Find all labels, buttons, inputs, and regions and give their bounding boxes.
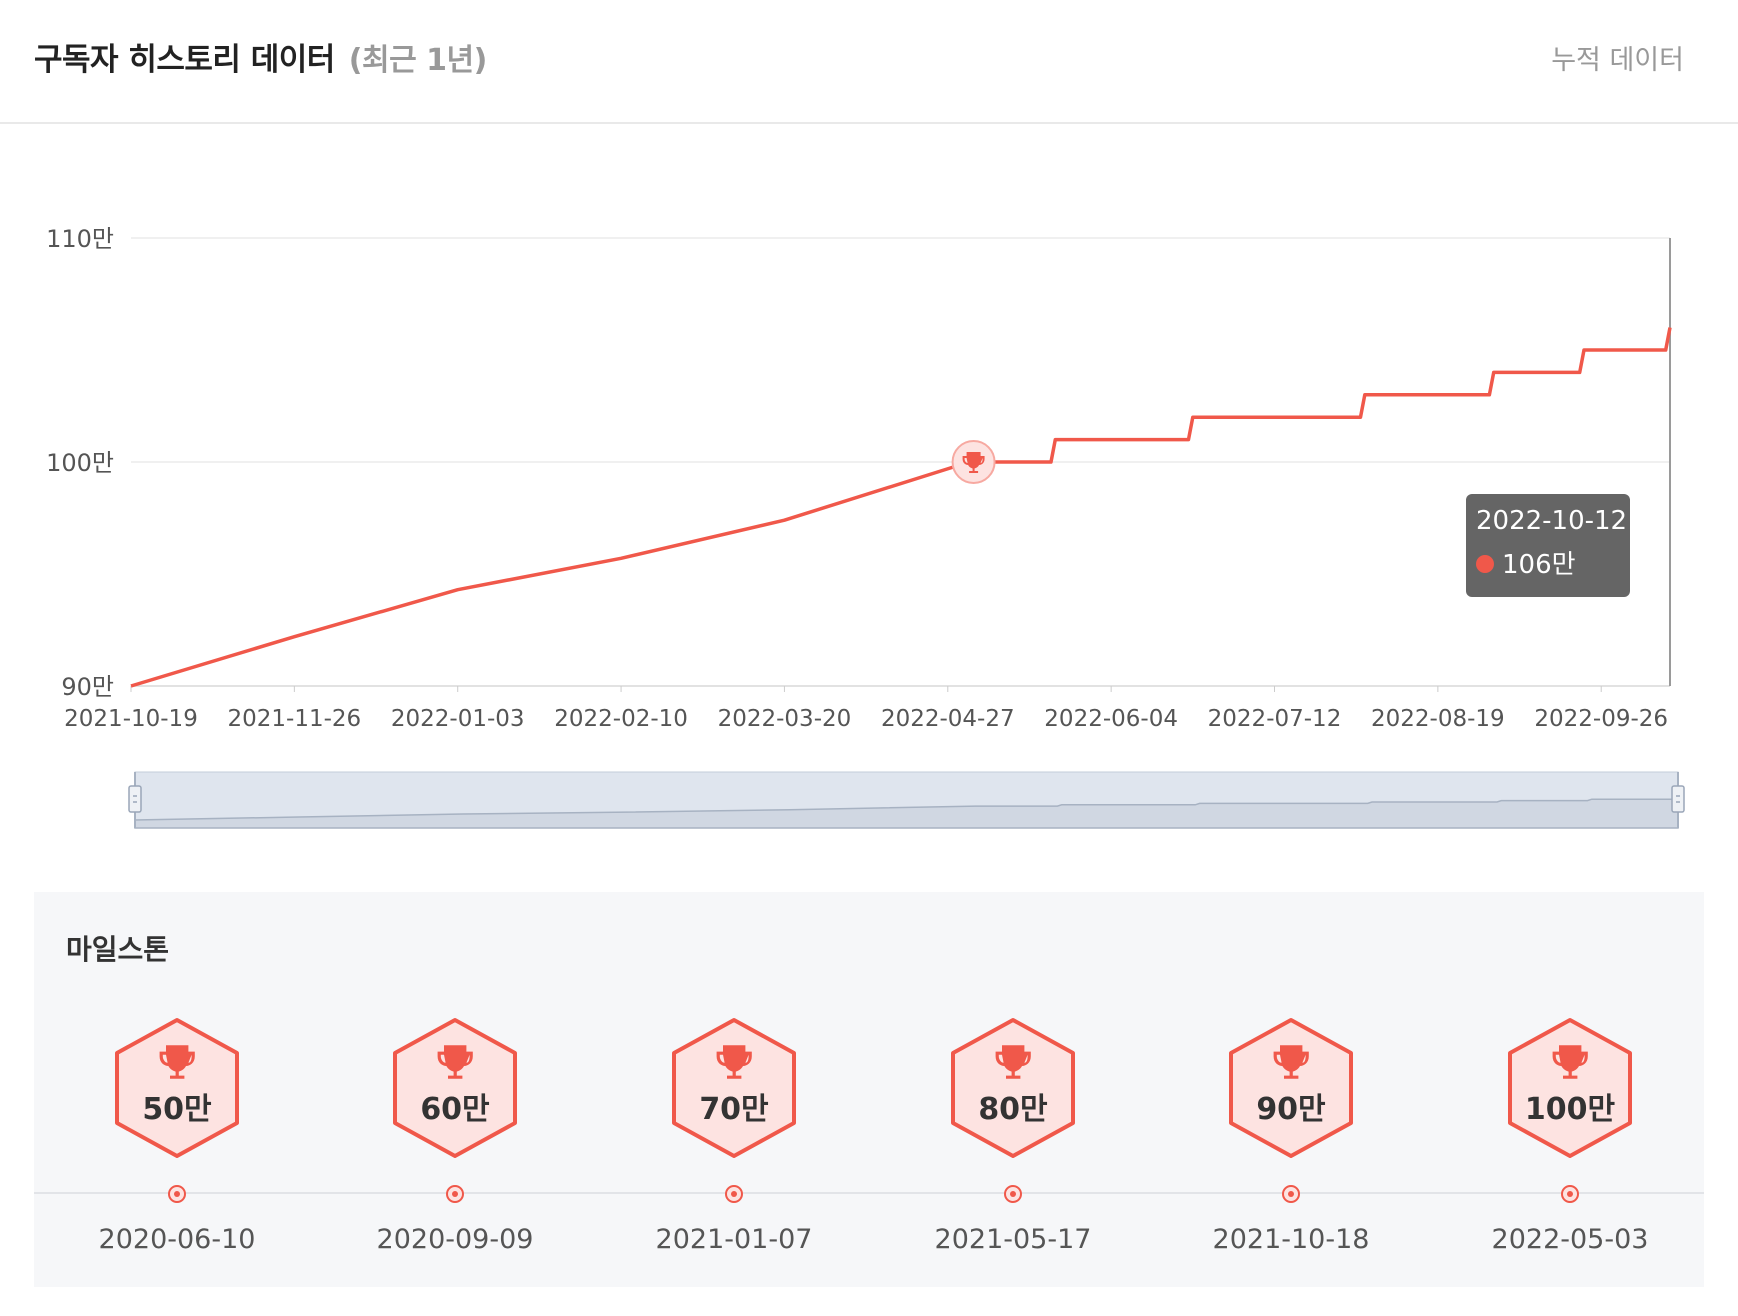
x-tick-label: 2022-01-03 [391,706,525,732]
x-tick-label: 2022-09-26 [1534,706,1668,732]
milestone-timeline-dot [446,1185,464,1203]
page-title-text: 구독자 히스토리 데이터 [34,42,335,78]
y-tick-label: 100만 [46,449,114,477]
milestone-hexagon-badge [1229,1018,1353,1158]
milestone-hexagon-badge [115,1018,239,1158]
navigator-handle-right[interactable] [1671,785,1685,813]
milestone-date: 2021-05-17 [934,1224,1092,1255]
milestones-panel: 마일스톤 50만 2020-06-10 60만 2020-09-09 70만 2021-0… [34,892,1704,1287]
navigator-series [134,796,1679,829]
trophy-icon [716,1045,752,1079]
milestone-hexagon-badge [951,1018,1075,1158]
milestone-timeline [34,1192,1704,1194]
tooltip-value-row: 106만 [1476,544,1630,581]
milestone-item: 70만 2021-01-07 [656,1014,812,1294]
milestone-label: 80만 [978,1092,1048,1127]
milestone-timeline-dot [1282,1185,1300,1203]
range-navigator[interactable] [128,771,1685,829]
milestone-label: 50만 [142,1092,212,1127]
milestone-hexagon-badge [393,1018,517,1158]
milestone-label: 60만 [420,1092,490,1127]
subscriber-chart[interactable]: 90만 100만 110만 2021-10-19 2021-11-26 2022-01-… [0,124,1738,854]
series-line-subscribers [130,327,1672,688]
milestone-item: 90만 2021-10-18 [1213,1014,1369,1294]
trophy-icon [437,1045,473,1079]
milestone-item: 100만 2022-05-03 [1492,1014,1648,1294]
milestone-item: 80만 2021-05-17 [935,1014,1091,1294]
page-title: 구독자 히스토리 데이터 (최근 1년) [34,34,487,79]
chart-tooltip: 2022-10-12 106만 [1466,494,1630,597]
tooltip-value: 106만 [1502,550,1576,580]
milestone-timeline-dot [168,1185,186,1203]
x-axis: 2021-10-19 2021-11-26 2022-01-03 2022-02-10… [64,686,1668,732]
cumulative-data-button[interactable]: 누적 데이터 [1551,45,1684,76]
milestone-item: 50만 2020-06-10 [99,1014,255,1294]
tooltip-date: 2022-10-12 [1476,506,1628,536]
y-tick-label: 90만 [61,673,114,701]
y-tick-label: 110만 [46,225,114,253]
milestone-date: 2022-05-03 [1491,1224,1649,1255]
x-tick-label: 2022-07-12 [1208,706,1342,732]
navigator-handle-left[interactable] [128,785,142,813]
trophy-icon [1552,1045,1588,1079]
milestone-hexagon-badge [672,1018,796,1158]
milestone-date: 2020-09-09 [376,1224,534,1255]
milestone-item: 60만 2020-09-09 [377,1014,533,1294]
milestone-label: 90만 [1256,1092,1326,1127]
x-tick-label: 2022-03-20 [718,706,852,732]
milestone-date: 2020-06-10 [98,1224,256,1255]
milestone-marker[interactable] [951,440,996,484]
trophy-icon [962,452,985,473]
x-tick-label: 2021-11-26 [228,706,362,732]
milestone-timeline-dot [1561,1185,1579,1203]
page-subtitle: (최근 1년) [348,43,488,78]
milestone-timeline-dot [1004,1185,1022,1203]
chart-grid [131,237,1670,687]
milestone-date: 2021-01-07 [655,1224,813,1255]
milestone-label: 100만 [1524,1092,1616,1127]
milestone-timeline-dot [725,1185,743,1203]
y-axis: 90만 100만 110만 [46,225,114,701]
tooltip-series-dot [1476,554,1494,573]
trophy-icon [159,1045,195,1079]
x-tick-label: 2022-08-19 [1371,706,1505,732]
milestone-hexagon-badge [1508,1018,1632,1158]
x-tick-label: 2022-04-27 [881,706,1015,732]
x-tick-label: 2022-06-04 [1044,706,1178,732]
trophy-icon [995,1045,1031,1079]
x-tick-label: 2021-10-19 [64,706,198,732]
milestones-title: 마일스톤 [66,933,170,966]
milestone-label: 70만 [699,1092,769,1127]
milestone-date: 2021-10-18 [1212,1224,1370,1255]
x-tick-label: 2022-02-10 [554,706,688,732]
header: 구독자 히스토리 데이터 (최근 1년) 누적 데이터 [0,0,1738,124]
trophy-icon [1273,1045,1309,1079]
